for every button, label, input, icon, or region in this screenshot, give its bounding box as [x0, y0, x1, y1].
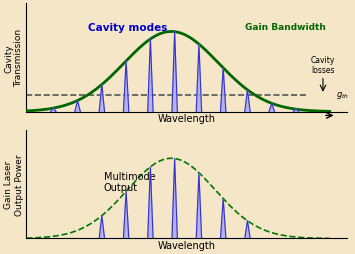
Polygon shape	[293, 110, 299, 112]
Text: Gain Bandwidth: Gain Bandwidth	[245, 23, 326, 32]
Polygon shape	[99, 85, 105, 112]
X-axis label: Wavelength: Wavelength	[158, 240, 215, 250]
Polygon shape	[99, 216, 105, 239]
X-axis label: Wavelength: Wavelength	[158, 114, 215, 123]
Polygon shape	[220, 69, 226, 112]
Polygon shape	[51, 109, 56, 112]
Polygon shape	[124, 192, 129, 239]
Y-axis label: Cavity
Transmission: Cavity Transmission	[4, 29, 23, 87]
Polygon shape	[245, 221, 250, 239]
Polygon shape	[196, 173, 202, 239]
Polygon shape	[172, 159, 178, 239]
Text: Multimode
Output: Multimode Output	[104, 171, 155, 192]
Text: $g_{th}$: $g_{th}$	[337, 90, 349, 101]
Polygon shape	[220, 199, 226, 239]
Polygon shape	[148, 167, 153, 239]
Polygon shape	[75, 101, 80, 112]
Text: Cavity
losses: Cavity losses	[311, 55, 335, 75]
Polygon shape	[148, 40, 153, 112]
Polygon shape	[269, 104, 274, 112]
Text: Cavity modes: Cavity modes	[88, 23, 167, 33]
Polygon shape	[196, 45, 202, 112]
Y-axis label: Gain Laser
Output Power: Gain Laser Output Power	[4, 154, 23, 215]
Polygon shape	[245, 90, 250, 112]
Polygon shape	[124, 62, 129, 112]
Polygon shape	[172, 33, 178, 112]
